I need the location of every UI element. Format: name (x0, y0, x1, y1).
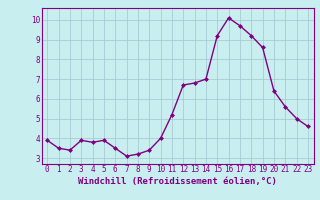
X-axis label: Windchill (Refroidissement éolien,°C): Windchill (Refroidissement éolien,°C) (78, 177, 277, 186)
